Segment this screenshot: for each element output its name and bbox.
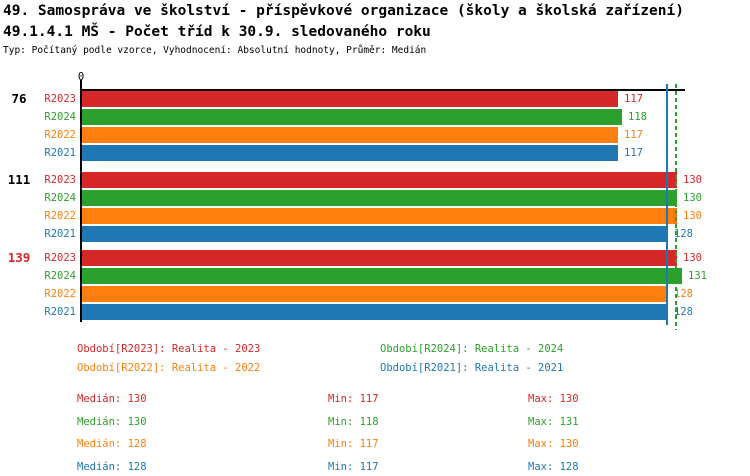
bar-r2024-group3	[82, 268, 682, 284]
bar-value-label: 131	[688, 270, 707, 282]
series-row-label: R2021	[44, 147, 76, 159]
x-axis-line	[81, 89, 685, 91]
bar-value-label: 128	[674, 306, 693, 318]
legend-item-r2023: Období[R2023]: Realita - 2023	[77, 343, 261, 355]
series-row-label: R2022	[44, 288, 76, 300]
stat-min-r2024: Min: 118	[328, 416, 379, 428]
bar-chart: 0 76 R2023 117 R2024 118 R2022 117 R2021 117 111 R2…	[0, 70, 750, 338]
y-axis-line	[80, 80, 82, 322]
series-row-label: R2021	[44, 228, 76, 240]
stat-max-r2021: Max: 128	[528, 461, 579, 473]
stat-median-r2023: Medián: 130	[77, 393, 147, 405]
stat-median-r2024: Medián: 130	[77, 416, 147, 428]
bar-value-label: 117	[624, 93, 643, 105]
median-reference-line	[666, 84, 668, 325]
bar-r2023-group1	[82, 91, 618, 107]
bar-r2021-group1	[82, 145, 618, 161]
bar-r2023-group3	[82, 250, 677, 266]
series-row-label: R2023	[44, 252, 76, 264]
stat-min-r2021: Min: 117	[328, 461, 379, 473]
bar-r2024-group2	[82, 190, 677, 206]
series-row-label: R2024	[44, 192, 76, 204]
bar-value-label: 128	[674, 228, 693, 240]
series-row-label: R2024	[44, 270, 76, 282]
series-row-label: R2023	[44, 174, 76, 186]
legend-item-r2021: Období[R2021]: Realita - 2021	[380, 362, 564, 374]
bar-r2023-group2	[82, 172, 677, 188]
indicator-title: 49.1.4.1 MŠ - Počet tříd k 30.9. sledova…	[3, 24, 431, 40]
bar-r2021-group2	[82, 226, 668, 242]
bar-r2021-group3	[82, 304, 668, 320]
bar-value-label: 117	[624, 129, 643, 141]
bar-value-label: 130	[683, 252, 702, 264]
stat-max-r2023: Max: 130	[528, 393, 579, 405]
stat-min-r2023: Min: 117	[328, 393, 379, 405]
bar-value-label: 130	[683, 174, 702, 186]
stat-median-r2021: Medián: 128	[77, 461, 147, 473]
legend-item-r2024: Období[R2024]: Realita - 2024	[380, 343, 564, 355]
series-row-label: R2022	[44, 129, 76, 141]
bar-value-label: 117	[624, 147, 643, 159]
series-row-label: R2023	[44, 93, 76, 105]
x-axis-zero-label: 0	[77, 71, 85, 83]
report-meta: Typ: Počítaný podle vzorce, Vyhodnocení:…	[3, 45, 427, 56]
series-row-label: R2024	[44, 111, 76, 123]
series-row-label: R2022	[44, 210, 76, 222]
bar-value-label: 130	[683, 192, 702, 204]
series-row-label: R2021	[44, 306, 76, 318]
stat-max-r2022: Max: 130	[528, 438, 579, 450]
report-title: 49. Samospráva ve školství - příspěvkové…	[3, 3, 684, 19]
bar-r2022-group3	[82, 286, 668, 302]
bar-r2024-group1	[82, 109, 622, 125]
median-reference-line	[675, 84, 677, 330]
bar-r2022-group2	[82, 208, 677, 224]
group-label: 111	[7, 172, 31, 187]
stat-max-r2024: Max: 131	[528, 416, 579, 428]
bar-value-label: 130	[683, 210, 702, 222]
bar-value-label: 128	[674, 288, 693, 300]
stat-median-r2022: Medián: 128	[77, 438, 147, 450]
group-label: 76	[11, 91, 27, 106]
group-label: 139	[7, 250, 31, 265]
legend-item-r2022: Období[R2022]: Realita - 2022	[77, 362, 261, 374]
stat-min-r2022: Min: 117	[328, 438, 379, 450]
bar-value-label: 118	[628, 111, 647, 123]
bar-r2022-group1	[82, 127, 618, 143]
